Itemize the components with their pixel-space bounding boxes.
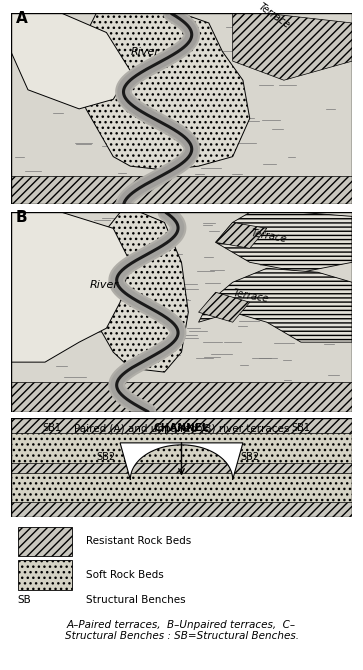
- Polygon shape: [120, 443, 243, 480]
- Polygon shape: [11, 382, 352, 412]
- Polygon shape: [11, 433, 352, 463]
- Polygon shape: [216, 222, 267, 249]
- Text: CHANNEL: CHANNEL: [154, 423, 209, 433]
- Text: Terrace: Terrace: [250, 228, 287, 245]
- Text: A: A: [16, 11, 28, 26]
- Polygon shape: [199, 292, 250, 322]
- Polygon shape: [216, 212, 352, 272]
- Polygon shape: [233, 13, 352, 80]
- Polygon shape: [11, 13, 130, 109]
- Polygon shape: [199, 268, 352, 342]
- Polygon shape: [11, 373, 352, 418]
- Polygon shape: [11, 13, 352, 204]
- Text: River: River: [130, 48, 159, 58]
- Text: Soft Rock Beds: Soft Rock Beds: [86, 570, 164, 580]
- Polygon shape: [18, 560, 72, 590]
- Text: River: River: [89, 280, 118, 290]
- Text: Structural Benches: Structural Benches: [86, 595, 185, 604]
- Text: Terrace: Terrace: [233, 288, 270, 304]
- Text: Resistant Rock Beds: Resistant Rock Beds: [86, 536, 191, 546]
- Text: SB1: SB1: [291, 423, 310, 433]
- Text: A–Paired terraces,  B–Unpaired terraces,  C–
Structural Benches : SB=Structural : A–Paired terraces, B–Unpaired terraces, …: [65, 620, 298, 641]
- Polygon shape: [18, 527, 72, 556]
- Text: SB1: SB1: [42, 423, 61, 433]
- Polygon shape: [79, 212, 188, 372]
- Text: B: B: [16, 210, 28, 225]
- Text: SB2: SB2: [97, 452, 116, 462]
- Text: Paired (A) and unpaired (B) river terraces: Paired (A) and unpaired (B) river terrac…: [74, 424, 289, 434]
- Polygon shape: [11, 472, 352, 502]
- Polygon shape: [11, 212, 352, 412]
- Text: SB: SB: [18, 595, 32, 604]
- Polygon shape: [11, 212, 130, 362]
- Polygon shape: [11, 176, 352, 204]
- Polygon shape: [11, 418, 352, 517]
- Text: SB2: SB2: [240, 452, 259, 462]
- Polygon shape: [72, 13, 250, 170]
- Text: Terrace: Terrace: [257, 2, 292, 31]
